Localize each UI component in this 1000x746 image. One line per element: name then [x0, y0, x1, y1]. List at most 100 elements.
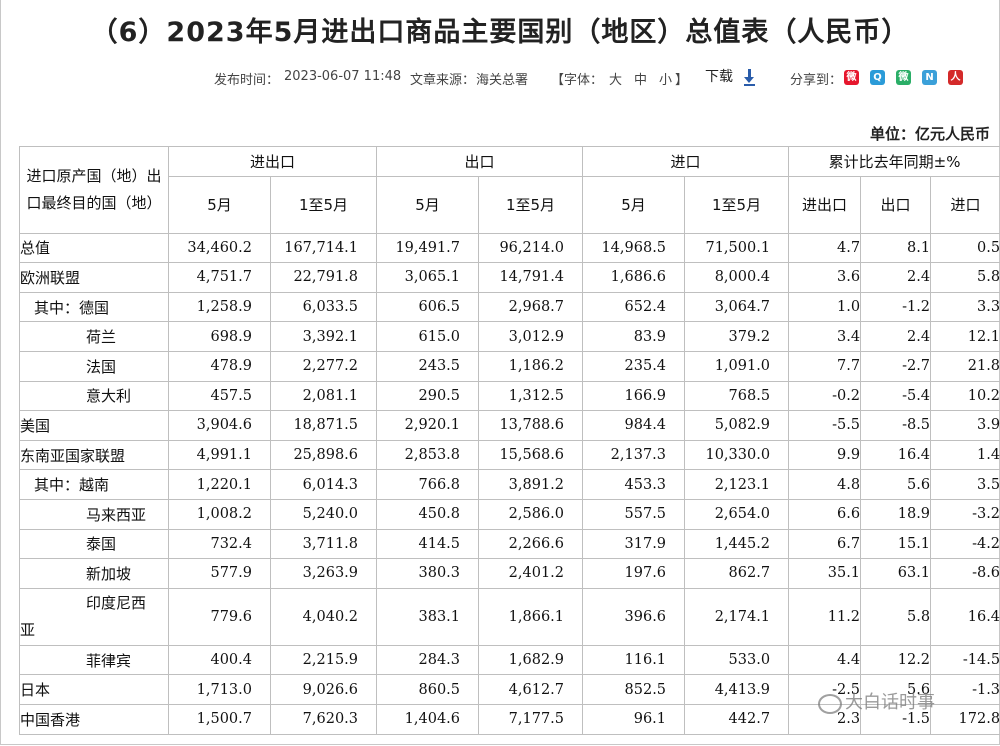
table-cell: -3.2: [930, 498, 1000, 530]
table-cell: -8.5: [860, 410, 932, 441]
region-name: 日本: [19, 674, 169, 705]
table-row: 意大利 457.5 2,081.1 290.5 1,312.5 166.9 768.5 -0.…: [19, 380, 1000, 412]
sub-header: 5月: [376, 175, 480, 234]
table-cell: 450.8: [376, 498, 480, 530]
region-name: 欧洲联盟: [19, 262, 169, 293]
table-cell: 1,866.1: [478, 587, 584, 646]
publish-label: 发布时间：: [214, 73, 280, 88]
qzone-icon[interactable]: Q: [870, 70, 885, 85]
table-cell: 453.3: [582, 469, 686, 500]
table-cell: 400.4: [168, 644, 271, 676]
table-cell: 3.5: [930, 469, 1000, 500]
sub-header: 5月: [168, 175, 271, 234]
table-cell: 3,711.8: [269, 528, 378, 560]
table-cell: 290.5: [376, 380, 480, 412]
font-size-close: 】: [675, 73, 689, 88]
sub-header: 进口: [930, 175, 1000, 234]
table-row: 印度尼西亚 779.6 4,040.2 383.1 1,866.1 396.6 2,174.…: [19, 587, 1000, 646]
table-cell: 116.1: [582, 644, 686, 676]
table-cell: 1.0: [788, 291, 862, 323]
table-row: 中国香港 1,500.7 7,620.3 1,404.6 7,177.5 96.1 442.…: [19, 703, 1000, 735]
table-cell: 1,220.1: [168, 469, 271, 500]
table-row: 东南亚国家联盟 4,991.1 25,898.6 2,853.8 15,568.6 2,1…: [19, 439, 1000, 471]
table-cell: 615.0: [376, 321, 480, 352]
weibo-icon[interactable]: 微: [844, 70, 859, 85]
table-cell: 3,891.2: [478, 469, 584, 500]
table-cell: 732.4: [168, 528, 271, 560]
table-cell: 1,445.2: [684, 528, 790, 560]
region-name: 荷兰: [19, 321, 169, 352]
table-cell: 34,460.2: [168, 232, 271, 264]
table-cell: 96.1: [582, 703, 686, 735]
table-cell: -14.5: [930, 644, 1000, 676]
table-cell: 6.6: [788, 498, 862, 530]
table-cell: 1,713.0: [168, 674, 271, 705]
download-link[interactable]: 下载: [705, 69, 733, 85]
table-cell: 766.8: [376, 469, 480, 500]
table-cell: 2,586.0: [478, 498, 584, 530]
watermark-text: 大白话时事: [845, 692, 935, 713]
table-cell: 1,682.9: [478, 644, 584, 676]
region-name: 法国: [19, 350, 169, 382]
table-cell: 5.6: [860, 674, 932, 705]
table-row: 其中：德国 1,258.9 6,033.5 606.5 2,968.7 652.4 3,06…: [19, 291, 1000, 323]
table-cell: 197.6: [582, 558, 686, 589]
table-cell: 8,000.4: [684, 262, 790, 293]
table-cell: 852.5: [582, 674, 686, 705]
table-cell: -5.5: [788, 410, 862, 441]
table-cell: 0.5: [930, 232, 1000, 264]
table-cell: -1.5: [860, 703, 932, 735]
renren-icon[interactable]: N: [922, 70, 937, 85]
font-size-large-link[interactable]: 大: [609, 73, 623, 88]
table-cell: 15,568.6: [478, 439, 584, 471]
table-cell: 9.9: [788, 439, 862, 471]
table-cell: -1.2: [860, 291, 932, 323]
region-name: 美国: [19, 410, 169, 441]
table-cell: 3,263.9: [269, 558, 378, 589]
table-cell: 22,791.8: [269, 262, 378, 293]
font-size-small-link[interactable]: 小: [659, 73, 673, 88]
table-cell: 698.9: [168, 321, 271, 352]
table-cell: 2,654.0: [684, 498, 790, 530]
table-cell: 7,620.3: [269, 703, 378, 735]
table-cell: 380.3: [376, 558, 480, 589]
table-cell: 768.5: [684, 380, 790, 412]
table-cell: 35.1: [788, 558, 862, 589]
table-cell: 557.5: [582, 498, 686, 530]
table-cell: 577.9: [168, 558, 271, 589]
download-icon[interactable]: [743, 68, 757, 86]
region-name: 其中：越南: [19, 469, 169, 500]
wechat-icon[interactable]: 微: [896, 70, 911, 85]
table-cell: 3.4: [788, 321, 862, 352]
sub-header: 1至5月: [269, 175, 378, 234]
region-name: 意大利: [19, 380, 169, 412]
table-cell: 166.9: [582, 380, 686, 412]
table-cell: 63.1: [860, 558, 932, 589]
table-cell: 2,174.1: [684, 587, 790, 646]
region-name: 新加坡: [19, 558, 169, 589]
table-cell: 2,266.6: [478, 528, 584, 560]
trade-table: 进口原产国（地）出口最终目的国（地） 进出口 出口 进口 累计比去年同期±% 5…: [19, 146, 1000, 735]
table-cell: 4,612.7: [478, 674, 584, 705]
table-cell: 71,500.1: [684, 232, 790, 264]
table-cell: -2.7: [860, 350, 932, 382]
font-size-medium-link[interactable]: 中: [634, 73, 648, 88]
region-name: 泰国: [19, 528, 169, 560]
table-cell: 379.2: [684, 321, 790, 352]
table-row: 马来西亚 1,008.2 5,240.0 450.8 2,586.0 557.5 2,654…: [19, 498, 1000, 530]
pdf-icon[interactable]: 人: [948, 70, 963, 85]
table-row: 其中：越南 1,220.1 6,014.3 766.8 3,891.2 453.3 2,12…: [19, 469, 1000, 500]
table-cell: 5.8: [860, 587, 932, 646]
table-cell: 167,714.1: [269, 232, 378, 264]
table-cell: 4.4: [788, 644, 862, 676]
table-cell: 3.3: [930, 291, 1000, 323]
table-cell: 5,240.0: [269, 498, 378, 530]
table-cell: 2,277.2: [269, 350, 378, 382]
table-row: 泰国 732.4 3,711.8 414.5 2,266.6 317.9 1,445.2 6.…: [19, 528, 1000, 560]
group-header: 出口: [376, 146, 584, 177]
table-cell: 779.6: [168, 587, 271, 646]
table-cell: 243.5: [376, 350, 480, 382]
table-cell: 396.6: [582, 587, 686, 646]
table-cell: 7.7: [788, 350, 862, 382]
publish-time: 2023-06-07 11:48: [284, 69, 402, 84]
